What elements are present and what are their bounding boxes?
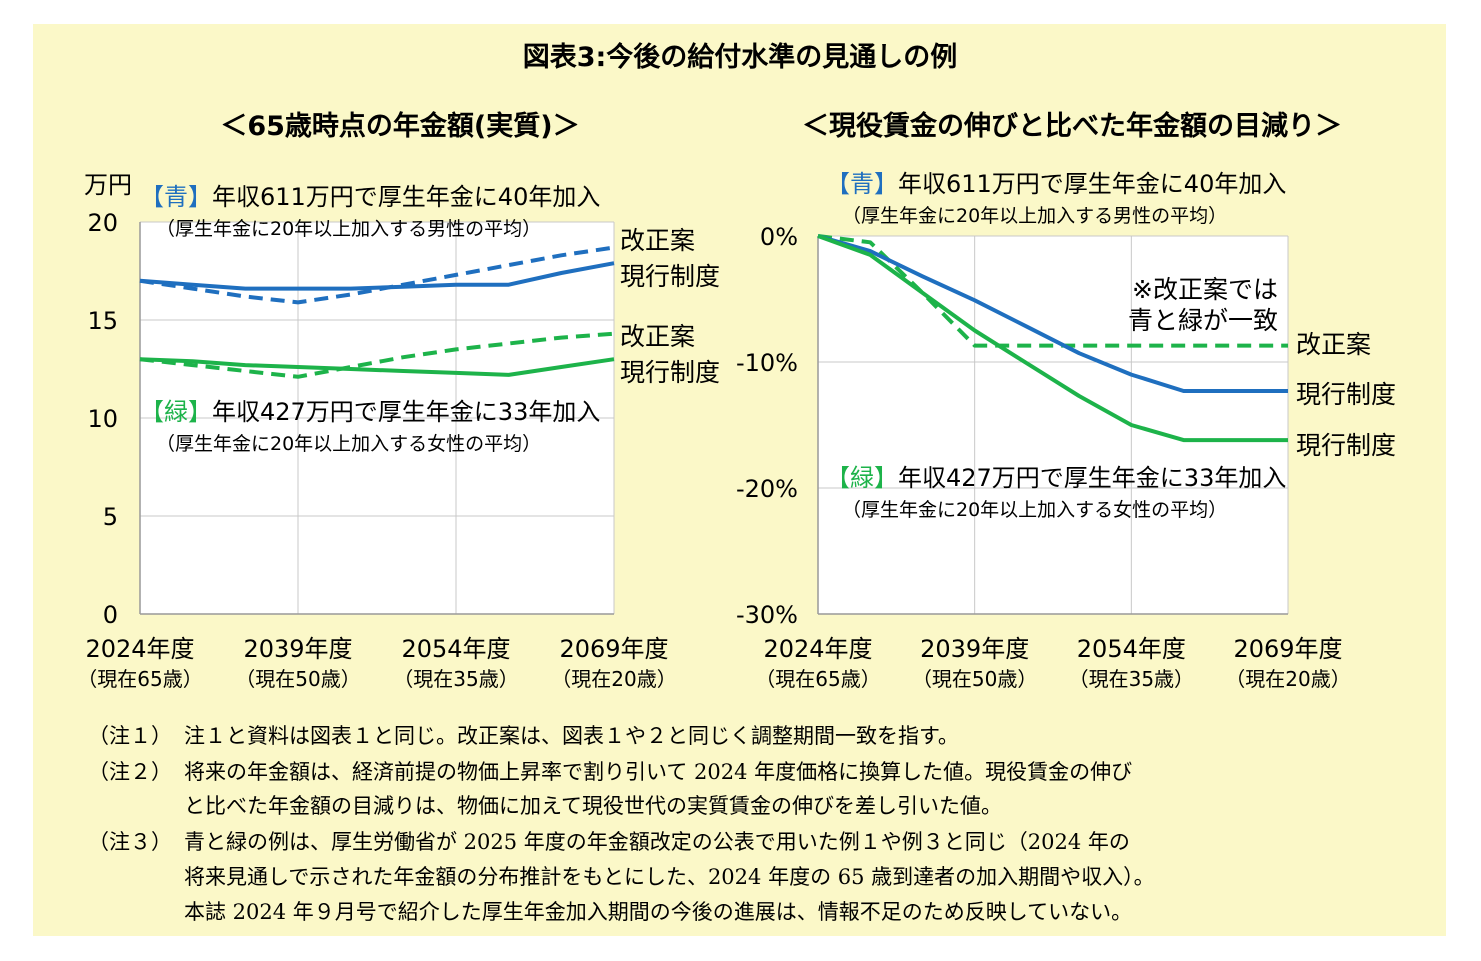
note-label: （注３） [88, 830, 172, 854]
note-text-line: 将来見通しで示された年金額の分布推計をもとにした、2024 年度の 65 歳到達… [184, 865, 1155, 889]
note-label: （注１） [88, 724, 172, 748]
annotation-tag: 【青】 [140, 183, 212, 211]
annotation-tag: 【緑】 [140, 398, 212, 426]
annotation-line: 【緑】年収427万円で厚生年金に33年加入 [826, 464, 1286, 492]
annotation-green: 【緑】年収427万円で厚生年金に33年加入 （厚生年金に20年以上加入する女性の平… [140, 398, 600, 455]
series-end-label: 改正案 [620, 226, 695, 255]
annotation-text: 年収611万円で厚生年金に40年加入 [212, 183, 600, 211]
x-tick-label: 2039年度 [243, 635, 352, 663]
x-tick-sublabel: （現在50歳） [912, 667, 1037, 691]
annotation-green: 【緑】年収427万円で厚生年金に33年加入 （厚生年金に20年以上加入する女性の平… [826, 464, 1286, 521]
chart-title: ＜現役賃金の伸びと比べた年金額の目減り＞ [802, 110, 1342, 142]
series-end-label: 改正案 [1296, 330, 1371, 359]
x-tick-sublabel: （現在35歳） [1069, 667, 1194, 691]
annotation-subline: （厚生年金に20年以上加入する女性の平均） [842, 499, 1227, 521]
note-label: （注２） [88, 760, 172, 784]
y-tick-label: -10% [736, 349, 798, 377]
annotation-subline: （厚生年金に20年以上加入する男性の平均） [842, 205, 1227, 227]
annotation-line: 【青】年収611万円で厚生年金に40年加入 [826, 170, 1286, 198]
note-text-line: 注１と資料は図表１と同じ。改正案は、図表１や２と同じく調整期間一致を指す。 [184, 724, 959, 748]
annotation-text: 年収427万円で厚生年金に33年加入 [898, 464, 1286, 492]
series-end-label: 改正案 [620, 322, 695, 351]
series-line [139, 357, 615, 377]
x-tick-label: 2054年度 [1077, 635, 1186, 663]
annotation-line: 【青】年収611万円で厚生年金に40年加入 [140, 183, 600, 211]
annotation-subline: （厚生年金に20年以上加入する男性の平均） [156, 218, 541, 240]
annotation-blue: 【青】年収611万円で厚生年金に40年加入 （厚生年金に20年以上加入する男性の平… [140, 183, 600, 240]
x-tick-label: 2024年度 [763, 635, 872, 663]
x-tick-sublabel: （現在65歳） [755, 667, 880, 691]
series-end-label: 現行制度 [1296, 431, 1396, 460]
series-end-label: 現行制度 [620, 358, 720, 387]
x-tick-label: 2039年度 [920, 635, 1029, 663]
y-tick-label: 0 [103, 601, 118, 629]
x-tick-sublabel: （現在35歳） [393, 667, 518, 691]
x-tick-label: 2024年度 [85, 635, 194, 663]
note-text-line: 青と緑の例は、厚生労働省が 2025 年度の年金額改定の公表で用いた例１や例３と… [184, 830, 1130, 854]
chart-note: 青と緑が一致 [1128, 306, 1278, 335]
x-tick-sublabel: （現在20歳） [1225, 667, 1350, 691]
x-tick-label: 2069年度 [559, 635, 668, 663]
note-text-line: 本誌 2024 年９月号で紹介した厚生年金加入期間の今後の進展は、情報不足のため… [184, 900, 1133, 924]
series-end-label: 現行制度 [620, 262, 720, 291]
chart-2 [817, 234, 1289, 615]
chart-1 [139, 221, 615, 615]
annotation-blue: 【青】年収611万円で厚生年金に40年加入 （厚生年金に20年以上加入する男性の平… [826, 170, 1286, 227]
series-end-label: 現行制度 [1296, 380, 1396, 409]
y-tick-label: 0% [760, 223, 798, 251]
y-tick-label: -20% [736, 475, 798, 503]
annotation-line: 【緑】年収427万円で厚生年金に33年加入 [140, 398, 600, 426]
x-tick-sublabel: （現在50歳） [235, 667, 360, 691]
x-tick-sublabel: （現在20歳） [551, 667, 676, 691]
series-line [139, 261, 615, 291]
plot-area [818, 236, 1288, 614]
y-tick-label: -30% [736, 601, 798, 629]
x-tick-label: 2069年度 [1233, 635, 1342, 663]
y-tick-label: 20 [87, 209, 118, 237]
y-axis-unit: 万円 [84, 171, 132, 199]
figure-title: 図表3:今後の給付水準の見通しの例 [523, 41, 958, 73]
x-tick-label: 2054年度 [401, 635, 510, 663]
note-text-line: 将来の年金額は、経済前提の物価上昇率で割り引いて 2024 年度価格に換算した値… [184, 760, 1133, 784]
series-line [817, 234, 1288, 348]
annotation-text: 年収611万円で厚生年金に40年加入 [898, 170, 1286, 198]
annotation-text: 年収427万円で厚生年金に33年加入 [212, 398, 600, 426]
chart-title: ＜65歳時点の年金額(実質)＞ [220, 110, 579, 142]
series-line [139, 331, 615, 379]
note-text-line: と比べた年金額の目減りは、物価に加えて現役世代の実質賃金の伸びを差し引いた値。 [184, 794, 1002, 818]
series-line [139, 245, 615, 305]
annotation-tag: 【緑】 [826, 464, 898, 492]
chart-note: ※改正案では [1132, 275, 1278, 304]
y-tick-label: 10 [87, 405, 118, 433]
series-line [817, 234, 1288, 443]
annotation-tag: 【青】 [826, 170, 898, 198]
y-tick-label: 15 [87, 307, 118, 335]
x-tick-sublabel: （現在65歳） [77, 667, 202, 691]
y-tick-label: 5 [103, 503, 118, 531]
annotation-subline: （厚生年金に20年以上加入する女性の平均） [156, 433, 541, 455]
series-line [817, 234, 1288, 393]
